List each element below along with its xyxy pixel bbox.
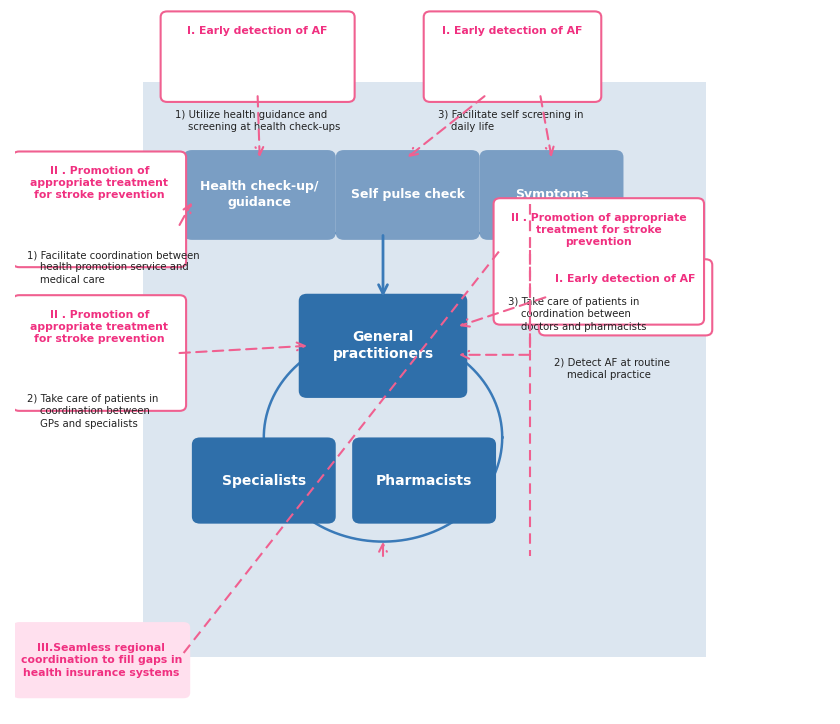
Text: 1) Facilitate coordination between
    health promotion service and
    medical : 1) Facilitate coordination between healt…: [28, 250, 200, 285]
Text: 2) Detect AF at routine
    medical practice: 2) Detect AF at routine medical practice: [554, 358, 669, 380]
FancyBboxPatch shape: [538, 259, 712, 335]
Text: Pharmacists: Pharmacists: [376, 473, 472, 487]
Text: III.Seamless regional
coordination to fill gaps in
health insurance systems: III.Seamless regional coordination to fi…: [21, 643, 182, 678]
Text: Symptoms: Symptoms: [515, 188, 588, 201]
FancyBboxPatch shape: [13, 295, 186, 411]
Text: Health check-up/
guidance: Health check-up/ guidance: [201, 180, 319, 209]
Text: II . Promotion of appropriate
treatment for stroke
prevention: II . Promotion of appropriate treatment …: [511, 213, 686, 247]
FancyBboxPatch shape: [336, 150, 480, 240]
Text: Self pulse check: Self pulse check: [350, 188, 465, 201]
FancyBboxPatch shape: [13, 151, 186, 267]
FancyBboxPatch shape: [143, 82, 706, 657]
Text: 2) Take care of patients in
    coordination between
    GPs and specialists: 2) Take care of patients in coordination…: [28, 394, 159, 429]
FancyBboxPatch shape: [13, 622, 190, 698]
FancyBboxPatch shape: [160, 12, 354, 102]
FancyBboxPatch shape: [192, 437, 336, 523]
Text: General
practitioners: General practitioners: [333, 330, 433, 361]
FancyBboxPatch shape: [480, 150, 623, 240]
Text: Specialists: Specialists: [222, 473, 306, 487]
Text: I. Early detection of AF: I. Early detection of AF: [555, 274, 696, 284]
Text: I. Early detection of AF: I. Early detection of AF: [187, 26, 328, 35]
Text: I. Early detection of AF: I. Early detection of AF: [443, 26, 583, 35]
FancyBboxPatch shape: [184, 150, 336, 240]
Text: 3) Take care of patients in
    coordination between
    doctors and pharmacists: 3) Take care of patients in coordination…: [508, 297, 647, 332]
FancyBboxPatch shape: [299, 294, 467, 398]
Text: 3) Facilitate self screening in
    daily life: 3) Facilitate self screening in daily li…: [438, 110, 584, 132]
Text: II . Promotion of
appropriate treatment
for stroke prevention: II . Promotion of appropriate treatment …: [30, 310, 168, 344]
Text: 1) Utilize health guidance and
    screening at health check-ups: 1) Utilize health guidance and screening…: [176, 110, 341, 132]
Text: II . Promotion of
appropriate treatment
for stroke prevention: II . Promotion of appropriate treatment …: [30, 166, 168, 200]
FancyBboxPatch shape: [423, 12, 601, 102]
FancyBboxPatch shape: [352, 437, 496, 523]
FancyBboxPatch shape: [494, 198, 704, 324]
